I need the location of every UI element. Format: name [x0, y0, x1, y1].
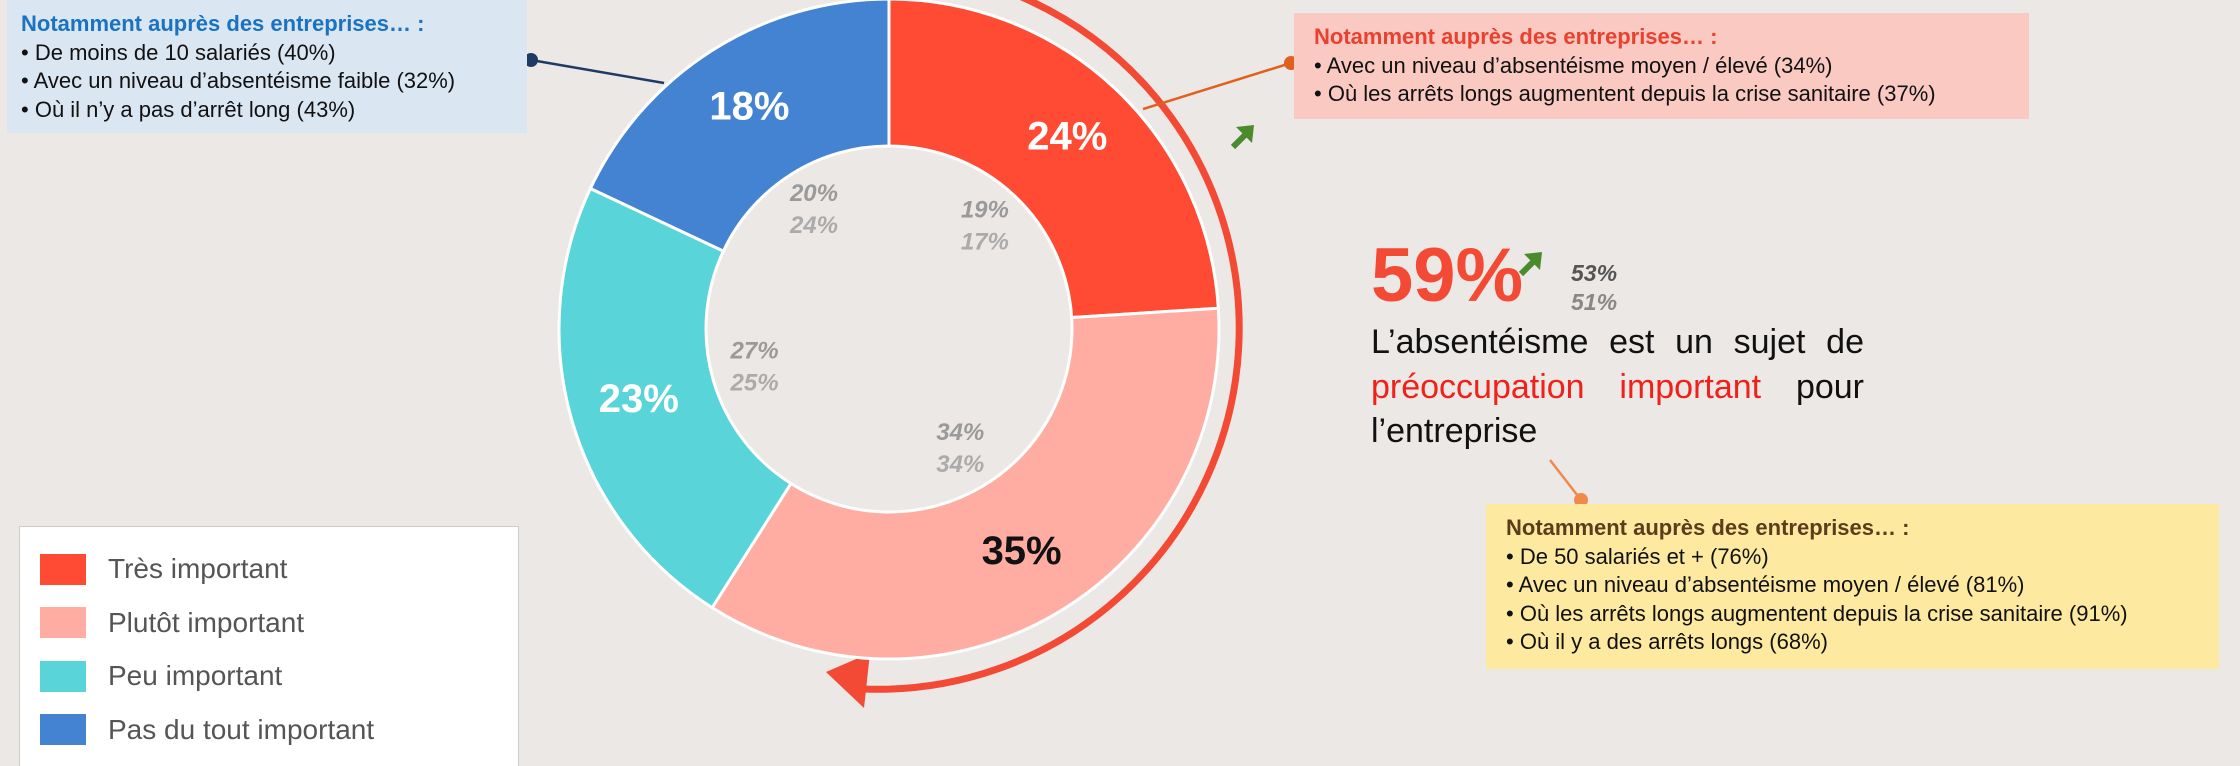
text-line: l’entreprise: [1371, 409, 1864, 454]
comparison-label: 17%: [961, 228, 1009, 255]
callout-item: Où les arrêts longs augmentent depuis la…: [1506, 600, 2205, 629]
slice-label: 18%: [709, 85, 789, 129]
legend-item: Pas du tout important: [40, 714, 374, 746]
connector: [530, 58, 665, 85]
legend-label: Peu important: [108, 660, 283, 691]
up-arrow: [1230, 125, 1254, 150]
callout-item: Avec un niveau d’absentéisme moyen / éle…: [1314, 52, 2015, 81]
connector-dot: [524, 53, 538, 67]
callout-item: Où il n’y a pas d’arrêt long (43%): [21, 96, 513, 125]
comparison-label: 27%: [730, 337, 779, 364]
legend-swatch: [40, 553, 86, 585]
legend-label: Plutôt important: [108, 606, 305, 638]
comparison-label: 20%: [789, 180, 838, 207]
connector: [1549, 459, 1582, 501]
callout-title: Notamment auprès des entreprises… :: [1314, 24, 1718, 49]
connector-dot: [1574, 493, 1588, 507]
arc-arrowhead: [826, 653, 870, 708]
legend-label: Pas du tout important: [108, 713, 375, 745]
slice: [887, 0, 1220, 320]
legend-item: Très important: [40, 553, 287, 585]
callout-title: Notamment auprès des entreprises… :: [21, 11, 425, 36]
headline-comparison: 53%: [1571, 260, 1618, 286]
trend-arc: [863, 0, 1243, 693]
callout: Notamment auprès des entreprises… : De mo…: [7, 0, 527, 133]
callout: Notamment auprès des entreprises… : De 50…: [1486, 504, 2219, 669]
comparison-label: 25%: [730, 369, 779, 396]
headline-comparison: 51%: [1571, 289, 1618, 315]
slice: [588, 0, 891, 254]
comparison-label: 34%: [936, 419, 984, 446]
slice: [557, 186, 794, 610]
headline-text: L’absentéisme est un sujet de préoccupati…: [1371, 320, 1864, 454]
comparison-label: 24%: [789, 212, 838, 239]
text-line: L’absentéisme est un sujet de: [1371, 320, 1864, 365]
callout-item: Avec un niveau d’absentéisme faible (32%…: [21, 67, 513, 96]
comparison-label: 34%: [936, 451, 984, 478]
legend-item: Peu important: [40, 660, 282, 692]
legend-swatch: [40, 660, 86, 692]
callout: Notamment auprès des entreprises… : Avec …: [1294, 13, 2029, 119]
slice: [710, 306, 1221, 661]
legend-swatch: [40, 607, 86, 638]
callout-item: Où il y a des arrêts longs (68%): [1506, 628, 2205, 657]
callout-item: De moins de 10 salariés (40%): [21, 39, 513, 68]
text: L’absentéisme est un sujet de: [1371, 323, 1864, 361]
comparison-label: 19%: [961, 196, 1009, 223]
connector: [1142, 61, 1292, 111]
text: pour: [1795, 367, 1864, 406]
slice-label: 35%: [982, 529, 1062, 573]
text-line: préoccupation important pour: [1371, 365, 1864, 410]
legend-label: Très important: [108, 553, 288, 584]
up-arrow: [1518, 252, 1542, 277]
callout-item: Avec un niveau d’absentéisme moyen / éle…: [1506, 571, 2205, 600]
callout-title: Notamment auprès des entreprises… :: [1506, 515, 1910, 540]
headline-value: 59%: [1371, 233, 1524, 318]
legend: Très important Plutôt important Peu import…: [19, 526, 519, 766]
slice-label: 23%: [599, 377, 679, 421]
slice-label: 24%: [1027, 115, 1107, 159]
legend-item: Plutôt important: [40, 607, 304, 639]
callout-item: De 50 salariés et + (76%): [1506, 543, 2205, 572]
text: l’entreprise: [1371, 412, 1538, 450]
legend-swatch: [40, 714, 86, 745]
highlight-text: préoccupation important: [1371, 367, 1762, 406]
callout-item: Où les arrêts longs augmentent depuis la…: [1314, 80, 2015, 109]
